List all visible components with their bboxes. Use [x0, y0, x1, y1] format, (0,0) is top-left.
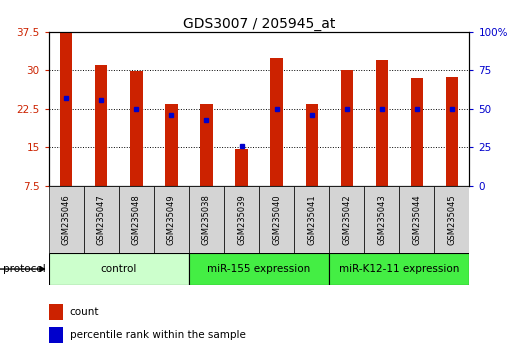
Text: percentile rank within the sample: percentile rank within the sample — [70, 330, 246, 341]
Bar — [130, 72, 143, 186]
Text: GSM235041: GSM235041 — [307, 194, 316, 245]
Bar — [84, 186, 119, 253]
Bar — [376, 60, 388, 186]
Text: protocol: protocol — [3, 264, 45, 274]
Bar — [224, 186, 259, 253]
Text: GSM235047: GSM235047 — [97, 194, 106, 245]
Bar — [411, 78, 423, 186]
Bar — [399, 186, 435, 253]
Bar — [95, 65, 107, 186]
Bar — [201, 104, 212, 186]
Bar — [259, 186, 294, 253]
Text: count: count — [70, 307, 100, 318]
Bar — [165, 104, 177, 186]
Bar — [49, 327, 64, 343]
Text: GSM235039: GSM235039 — [237, 194, 246, 245]
Text: GSM235043: GSM235043 — [377, 194, 386, 245]
Bar — [189, 186, 224, 253]
Text: GSM235038: GSM235038 — [202, 194, 211, 245]
Bar — [341, 70, 353, 186]
Bar — [189, 253, 329, 285]
Bar — [329, 186, 364, 253]
Bar — [235, 149, 248, 186]
Title: GDS3007 / 205945_at: GDS3007 / 205945_at — [183, 17, 336, 31]
Bar — [60, 32, 72, 186]
Text: control: control — [101, 264, 137, 274]
Bar — [49, 253, 189, 285]
Text: GSM235045: GSM235045 — [447, 194, 457, 245]
Bar — [329, 253, 469, 285]
Text: GSM235048: GSM235048 — [132, 194, 141, 245]
Bar — [119, 186, 154, 253]
Bar — [270, 57, 283, 186]
Bar — [435, 186, 469, 253]
Bar — [294, 186, 329, 253]
Bar — [364, 186, 399, 253]
Bar — [154, 186, 189, 253]
Text: GSM235042: GSM235042 — [342, 194, 351, 245]
Text: GSM235046: GSM235046 — [62, 194, 71, 245]
Bar — [306, 104, 318, 186]
Text: miR-155 expression: miR-155 expression — [207, 264, 311, 274]
Text: GSM235049: GSM235049 — [167, 194, 176, 245]
Bar — [446, 76, 458, 186]
Text: GSM235044: GSM235044 — [412, 194, 421, 245]
Text: miR-K12-11 expression: miR-K12-11 expression — [339, 264, 460, 274]
Text: GSM235040: GSM235040 — [272, 194, 281, 245]
Bar — [49, 186, 84, 253]
Bar — [49, 304, 64, 320]
